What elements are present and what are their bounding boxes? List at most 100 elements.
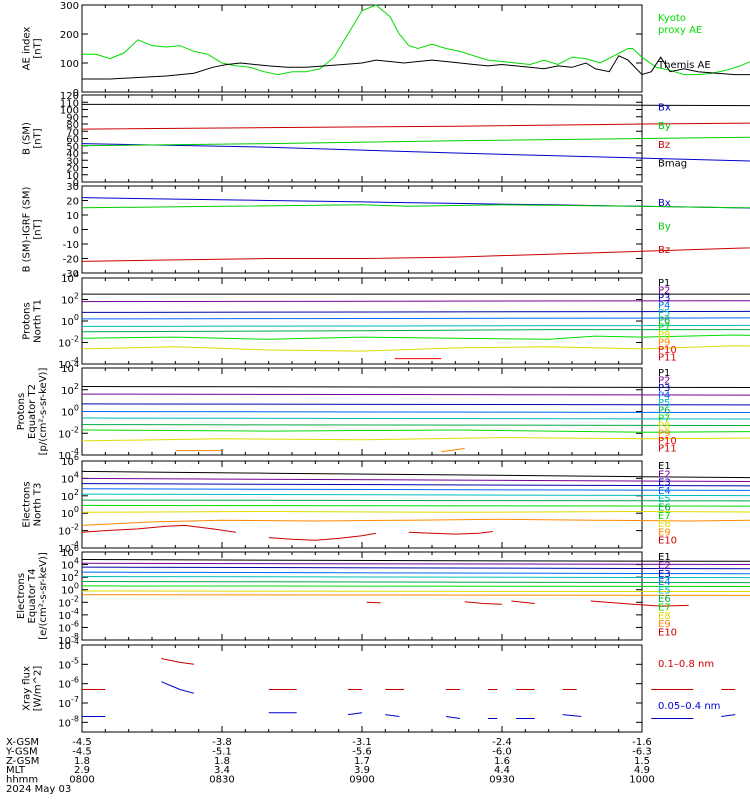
- panel-pn: 10-4 10-2 100 102 104 Protons North T1 P1P2P3P4…: [22, 270, 750, 371]
- series-p3: [81, 310, 750, 313]
- y-axis-label: Protons: [22, 302, 33, 339]
- y-tick-label: 102: [61, 488, 79, 503]
- series-p6: [81, 329, 750, 333]
- series-0-05-0-4-nm: [562, 714, 582, 717]
- footer-value: -5.6: [352, 746, 372, 757]
- legend-entry: P6: [658, 315, 670, 326]
- legend-entry: 0.05–0.4 nm: [658, 701, 720, 712]
- series-e2: [81, 477, 750, 483]
- footer-value: 1000: [629, 775, 654, 786]
- legend-entry: E8: [658, 519, 671, 530]
- y-axis-label: [nT]: [33, 38, 44, 58]
- footer-label: X-GSM: [6, 737, 39, 748]
- series-bz: [81, 247, 750, 262]
- series-p5: [81, 417, 750, 420]
- legend-entry: P5: [658, 398, 670, 409]
- series-p8: [81, 437, 750, 442]
- legend-entry: E10: [658, 628, 677, 639]
- legend-entry: E7: [658, 602, 671, 613]
- y-axis-label: B (SM)-IGRF (SM): [22, 187, 33, 273]
- series-e4: [81, 488, 750, 491]
- series-p1: [81, 386, 750, 388]
- series-bz: [81, 122, 750, 130]
- series-by: [81, 136, 750, 147]
- y-tick-label: 10-2: [58, 425, 79, 440]
- series-e7: [81, 504, 750, 507]
- legend-entry: P4: [658, 391, 670, 402]
- y-tick-label: 100: [60, 59, 79, 70]
- y-axis-label: North T3: [33, 483, 44, 527]
- y-tick-label: 0: [73, 178, 79, 189]
- legend-entry: Bz: [658, 245, 670, 256]
- series-p2: [81, 393, 750, 396]
- footer-value: 1.7: [354, 756, 370, 767]
- series-p7: [81, 334, 750, 340]
- legend-entry: P10: [658, 436, 677, 447]
- y-tick-label: 70: [66, 127, 79, 138]
- y-tick-label: 10-2: [58, 594, 79, 609]
- footer-value: 1.8: [74, 756, 90, 767]
- footer-label: hhmm: [6, 775, 38, 786]
- legend-entry: Bz: [658, 140, 670, 151]
- legend-entry: P8: [658, 330, 670, 341]
- series-themis-ae: [82, 55, 750, 80]
- y-tick-label: 104: [61, 270, 79, 285]
- legend-entry: E6: [658, 503, 671, 514]
- series-e10: [268, 532, 377, 541]
- y-tick-label: -20: [63, 255, 79, 266]
- legend-entry: P1: [658, 368, 670, 379]
- y-axis-label: Equator T4: [27, 569, 38, 624]
- y-tick-label: 0: [73, 226, 79, 237]
- y-tick-label: 10-4: [58, 607, 79, 622]
- series-e5: [81, 576, 750, 579]
- y-tick-label: 90: [66, 113, 79, 124]
- legend-entry: E5: [658, 494, 671, 505]
- y-tick-label: 40: [66, 149, 79, 160]
- y-tick-label: 10-7: [58, 695, 79, 710]
- series-e8: [81, 590, 750, 593]
- series-p4: [81, 317, 750, 320]
- footer-value: 0930: [489, 775, 514, 786]
- legend-entry: P1: [658, 278, 670, 289]
- series-0-1-0-8-nm: [161, 658, 195, 665]
- series-e6: [81, 499, 750, 502]
- y-axis-label: [p/(cm²-s-sr-keV)]: [38, 368, 49, 456]
- legend-entry: P8: [658, 421, 670, 432]
- panel-bdiff: -30 -20 -10 0 10 20 30 B (SM)-IGRF (SM) [nT] Bx By…: [22, 182, 750, 280]
- y-tick-label: 100: [61, 313, 79, 328]
- y-tick-label: 60: [66, 135, 79, 146]
- y-tick-label: 102: [61, 569, 79, 584]
- footer-value: -4.5: [72, 746, 92, 757]
- y-tick-label: -10: [63, 240, 79, 251]
- legend-entry: P7: [658, 413, 670, 424]
- legend-entry: E1: [658, 552, 671, 563]
- footer-value: -5.1: [212, 746, 232, 757]
- legend-entry: Kyoto: [658, 13, 686, 24]
- footer-value: 1.6: [494, 756, 510, 767]
- series-p8: [81, 345, 750, 352]
- series-e10: [464, 601, 503, 605]
- series-e4: [81, 571, 750, 575]
- y-tick-label: 104: [61, 470, 79, 485]
- y-tick-label: 102: [61, 292, 79, 307]
- legend-entry: P11: [658, 443, 677, 454]
- series-bx: [81, 143, 750, 162]
- series-e6: [81, 581, 750, 584]
- series-e7: [81, 585, 750, 588]
- series-p9: [441, 448, 465, 453]
- legend-entry: E8: [658, 611, 671, 622]
- y-axis-label: [nT]: [33, 219, 44, 239]
- series-p3: [81, 403, 750, 406]
- series-e2: [81, 562, 750, 565]
- series-e10: [366, 601, 381, 604]
- series-e9: [81, 518, 750, 526]
- series-e1: [81, 559, 750, 562]
- y-axis-label: North T1: [33, 299, 44, 343]
- y-tick-label: 30: [66, 182, 79, 193]
- footer-value: 1.8: [214, 756, 230, 767]
- series-p7: [81, 429, 750, 433]
- series-p6: [81, 424, 750, 426]
